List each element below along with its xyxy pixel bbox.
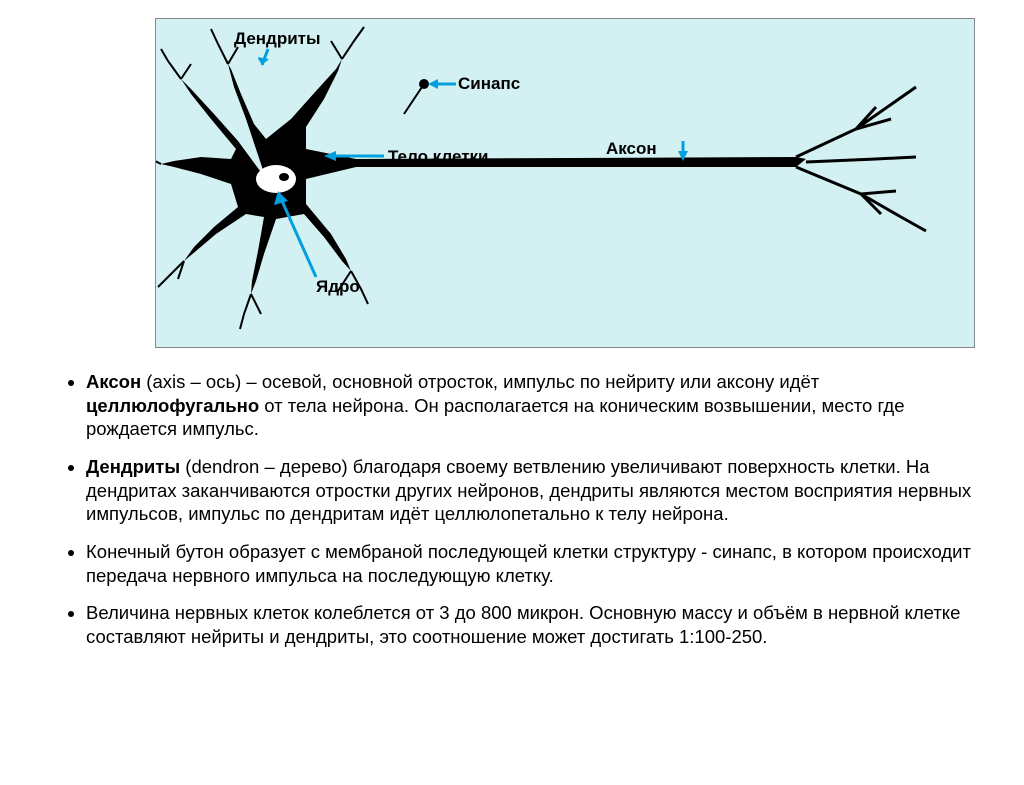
- arrow-cellbody: [324, 149, 386, 163]
- axon-term: Аксон: [86, 371, 141, 392]
- cellulofugal-term: целлюлофугально: [86, 395, 259, 416]
- bullet-3: Конечный бутон образует с мембраной посл…: [86, 540, 984, 587]
- label-axon: Аксон: [606, 139, 657, 159]
- label-cellbody: Тело клетки: [388, 147, 488, 167]
- dendrites-term: Дендриты: [86, 456, 180, 477]
- neuron-svg: [156, 19, 976, 349]
- bullet-4: Величина нервных клеток колеблется от 3 …: [86, 601, 984, 648]
- bullet-1: Аксон (axis – ось) – осевой, основной от…: [86, 370, 984, 441]
- bullet-2: Дендриты (dendron – дерево) благодаря св…: [86, 455, 984, 526]
- arrow-dendrites: [258, 47, 278, 75]
- neuron-diagram: Дендриты Синапс Тело клетки Аксон Ядро: [155, 18, 975, 348]
- arrow-axon: [676, 141, 690, 163]
- text-block: Аксон (axis – ось) – осевой, основной от…: [40, 370, 984, 649]
- arrow-nucleus: [274, 191, 324, 281]
- label-dendrites: Дендриты: [234, 29, 321, 49]
- arrow-synapse: [428, 77, 458, 91]
- label-synapse: Синапс: [458, 74, 520, 94]
